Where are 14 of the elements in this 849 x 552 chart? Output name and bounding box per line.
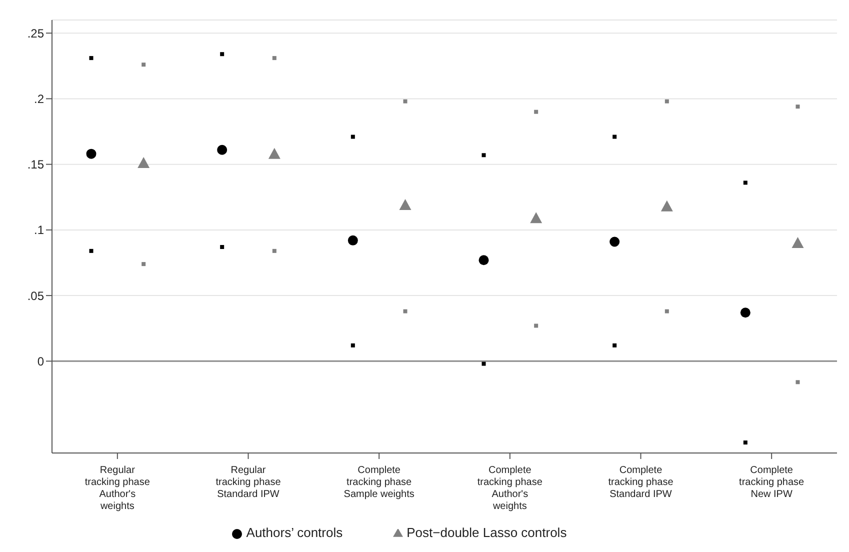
x-tick-label: Complete tracking phase Sample weights (344, 465, 414, 500)
legend-label: Post−double Lasso controls (406, 525, 567, 540)
y-tick-label: .25 (27, 26, 44, 40)
x-tick-label: Complete tracking phase Standard IPW (608, 465, 674, 500)
x-tick-label: Complete tracking phase Author's weights (477, 465, 543, 512)
legend-label: Authors’ controls (246, 525, 343, 540)
x-tick-label: Complete tracking phase New IPW (739, 465, 805, 500)
x-tick-label: Regular tracking phase Standard IPW (216, 465, 282, 500)
y-tick-label: .05 (27, 288, 44, 303)
y-tick-label: .1 (34, 223, 44, 238)
y-tick-label: .2 (34, 92, 44, 106)
y-tick-label: 0 (37, 354, 44, 368)
x-tick-label: Regular tracking phase Author's weights (84, 465, 150, 512)
y-tick-label: .15 (27, 158, 44, 172)
